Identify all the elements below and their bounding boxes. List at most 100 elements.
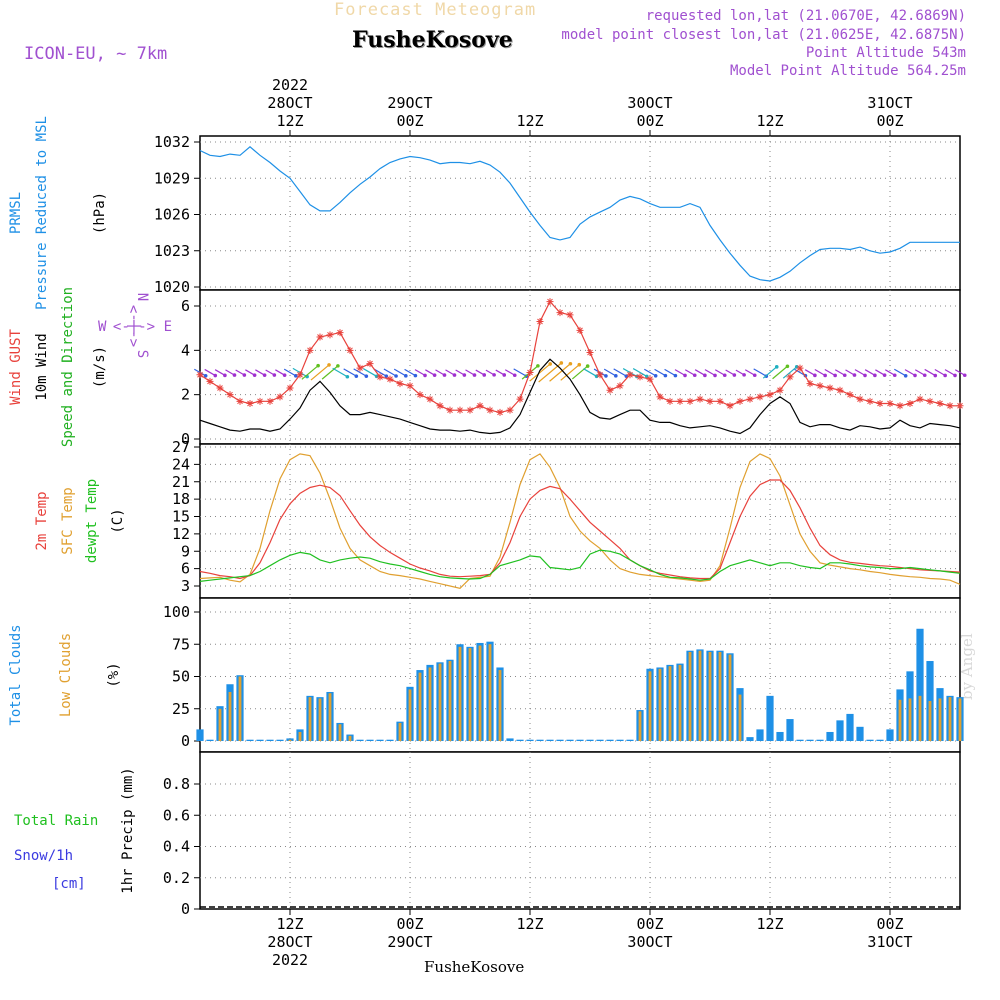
low-cloud-bar xyxy=(338,724,342,741)
wind-arrow xyxy=(214,369,226,376)
total-cloud-bar xyxy=(886,729,894,741)
low-cloud-bar xyxy=(638,711,642,741)
top-time-label: 12Z xyxy=(276,112,303,130)
wind-arrow xyxy=(954,369,966,376)
gust-marker xyxy=(916,395,924,403)
wind-arrow xyxy=(363,368,377,377)
wind-arrow-head xyxy=(327,363,331,367)
temp-axis-label: SFC Temp xyxy=(60,487,76,554)
temp-y-tick-label: 24 xyxy=(172,455,190,473)
total-cloud-bar xyxy=(746,737,754,741)
wind-arrow xyxy=(894,368,906,377)
gust-marker xyxy=(576,326,584,334)
wind-arrow-head xyxy=(512,373,517,378)
total-cloud-bar xyxy=(856,726,864,741)
total-cloud-bar xyxy=(826,731,834,741)
gust-marker xyxy=(606,386,614,394)
gust-marker xyxy=(696,395,704,403)
wind-arrow xyxy=(744,369,756,376)
low-cloud-bar xyxy=(298,731,302,741)
low-cloud-bar xyxy=(318,698,322,741)
clouds-y-tick-label: 50 xyxy=(172,668,190,686)
wind-arrow xyxy=(753,368,767,377)
wind-arrow-head xyxy=(823,373,827,378)
pressure-axis-label: PRMSL xyxy=(8,192,24,234)
low-cloud-bar xyxy=(418,672,422,741)
precip-y-tick-label: 0.6 xyxy=(163,806,190,824)
gust-marker xyxy=(516,395,524,403)
wind-arrow-head xyxy=(252,373,257,377)
compass-arrows-vertical: <-|-> xyxy=(126,305,142,347)
wind-arrow-head xyxy=(472,373,477,377)
low-cloud-bar xyxy=(688,651,692,741)
wind-arrow-head xyxy=(863,373,867,378)
gust-marker xyxy=(776,386,784,394)
wind-arrow-head xyxy=(442,373,447,377)
total-cloud-bar xyxy=(916,628,924,741)
gust-marker xyxy=(466,406,474,414)
wind-arrow-head xyxy=(242,373,247,377)
wind-arrow xyxy=(613,368,627,377)
gust-marker xyxy=(836,386,844,394)
gust-marker xyxy=(296,371,304,379)
gust-marker xyxy=(316,333,324,341)
low-cloud-bar xyxy=(478,645,482,741)
wind-arrow xyxy=(414,369,426,376)
gust-marker xyxy=(486,406,494,414)
wind-arrow-head xyxy=(559,361,564,365)
bottom-time-label: 31OCT xyxy=(867,933,912,951)
low-cloud-bar xyxy=(328,693,332,741)
top-time-label: 00Z xyxy=(876,112,903,130)
rain-legend-label: Total Rain xyxy=(14,813,98,829)
t2m-line xyxy=(199,479,961,580)
wind-arrow xyxy=(343,368,357,377)
gust-marker xyxy=(596,371,604,379)
total-cloud-bar xyxy=(386,739,394,741)
total-cloud-bar xyxy=(576,739,584,741)
total-cloud-bar xyxy=(836,720,844,741)
wind-arrow-head xyxy=(903,373,908,378)
bottom-time-label: 00Z xyxy=(396,915,423,933)
gust-marker xyxy=(366,360,374,368)
wind-arrow-head xyxy=(933,373,938,378)
temp-y-tick-label: 18 xyxy=(172,490,190,508)
gust-marker xyxy=(526,369,534,376)
total-cloud-bar xyxy=(876,739,884,741)
clouds-y-tick-label: 100 xyxy=(163,603,190,621)
precip-panel: 0 0.2 0.4 0.6 0.8 xyxy=(163,751,961,918)
top-time-label: 30OCT xyxy=(627,94,672,112)
wind-arrow-head xyxy=(213,373,218,378)
low-cloud-bar xyxy=(738,694,742,741)
clouds-frame xyxy=(199,597,961,753)
gust-marker xyxy=(616,382,624,390)
gust-marker xyxy=(246,400,254,408)
gust-marker xyxy=(196,371,204,379)
gust-marker xyxy=(706,397,714,405)
gust-marker xyxy=(226,391,234,399)
wind-arrow xyxy=(654,368,666,377)
precip-y-tick-label: 0.4 xyxy=(163,838,190,856)
wind-arrow-head xyxy=(732,373,737,377)
gust-marker xyxy=(356,364,364,372)
wind-arrow xyxy=(321,365,339,380)
gust-marker xyxy=(666,397,674,405)
low-cloud-bar xyxy=(448,661,452,741)
precip-axis-label: 1hr Precip (mm) xyxy=(120,767,136,893)
bottom-time-label: 00Z xyxy=(876,915,903,933)
gust-marker xyxy=(266,397,274,405)
wind-arrow-head xyxy=(585,364,590,368)
wind-arrow xyxy=(603,368,617,377)
pressure-y-tick-label: 1023 xyxy=(154,242,190,260)
top-time-label: 00Z xyxy=(636,112,663,130)
total-cloud-bar xyxy=(816,739,824,741)
low-cloud-bar xyxy=(928,701,932,741)
total-cloud-bar xyxy=(526,739,534,741)
gust-marker xyxy=(376,373,384,381)
wind-arrow-head xyxy=(462,373,467,377)
wind-arrow-head xyxy=(653,373,658,378)
low-cloud-bar xyxy=(708,651,712,741)
wind-arrow xyxy=(824,369,836,376)
wind-arrow xyxy=(404,368,416,377)
pressure-line xyxy=(199,146,960,282)
